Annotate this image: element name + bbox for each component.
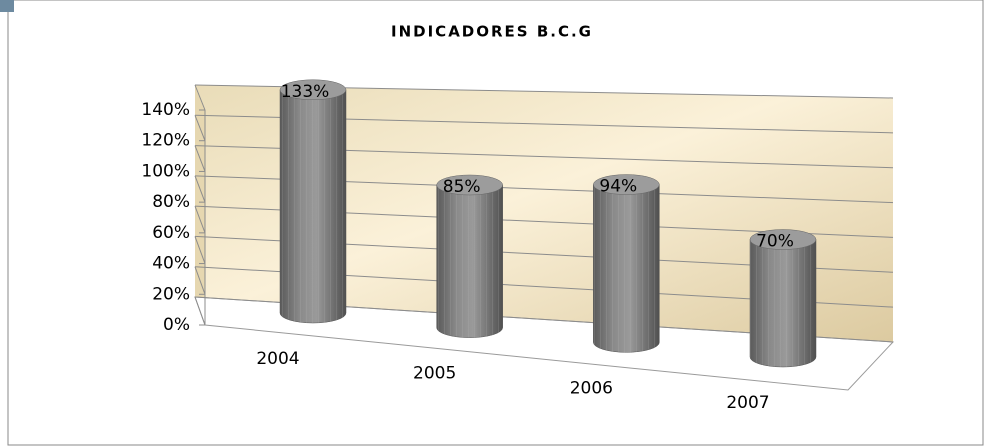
side-grid-line bbox=[194, 266, 206, 295]
cylinder-top bbox=[436, 174, 503, 196]
value-label: 85% bbox=[443, 177, 481, 197]
side-grid-line bbox=[194, 115, 206, 141]
value-label: 94% bbox=[599, 177, 637, 197]
y-tick-label: 0% bbox=[163, 315, 190, 335]
corner-fragment bbox=[0, 0, 14, 12]
chart-title: INDICADORES B.C.G bbox=[391, 23, 593, 41]
side-grid-line bbox=[194, 175, 206, 203]
x-tick-label: 2005 bbox=[413, 364, 456, 384]
y-tick-label: 140% bbox=[141, 100, 190, 120]
x-tick-label: 2007 bbox=[726, 393, 769, 413]
cylinder-stripes bbox=[750, 239, 816, 367]
cylinder-top bbox=[749, 229, 817, 250]
value-label: 133% bbox=[281, 82, 330, 102]
side-grid-line bbox=[194, 296, 206, 326]
side-wall bbox=[195, 85, 205, 325]
cylinder-stripes bbox=[593, 184, 660, 353]
value-label: 70% bbox=[756, 232, 794, 252]
x-tick-label: 2006 bbox=[570, 378, 613, 398]
cylinder-top bbox=[593, 174, 660, 195]
y-tick-label: 40% bbox=[152, 254, 190, 274]
back-wall bbox=[195, 85, 893, 342]
cylinder-stripes bbox=[280, 89, 346, 323]
y-tick-label: 120% bbox=[141, 131, 190, 151]
cylinder-top bbox=[279, 79, 347, 100]
y-tick-label: 100% bbox=[141, 161, 190, 181]
side-grid-line bbox=[194, 205, 206, 234]
y-tick-label: 20% bbox=[152, 284, 190, 304]
y-tick-label: 80% bbox=[152, 192, 190, 212]
side-grid-line bbox=[194, 145, 206, 172]
y-tick-label: 60% bbox=[152, 223, 190, 243]
x-tick-label: 2004 bbox=[256, 349, 299, 369]
side-grid-line bbox=[194, 236, 206, 264]
side-grid-line bbox=[194, 84, 206, 111]
cylinder-stripes bbox=[436, 184, 503, 338]
